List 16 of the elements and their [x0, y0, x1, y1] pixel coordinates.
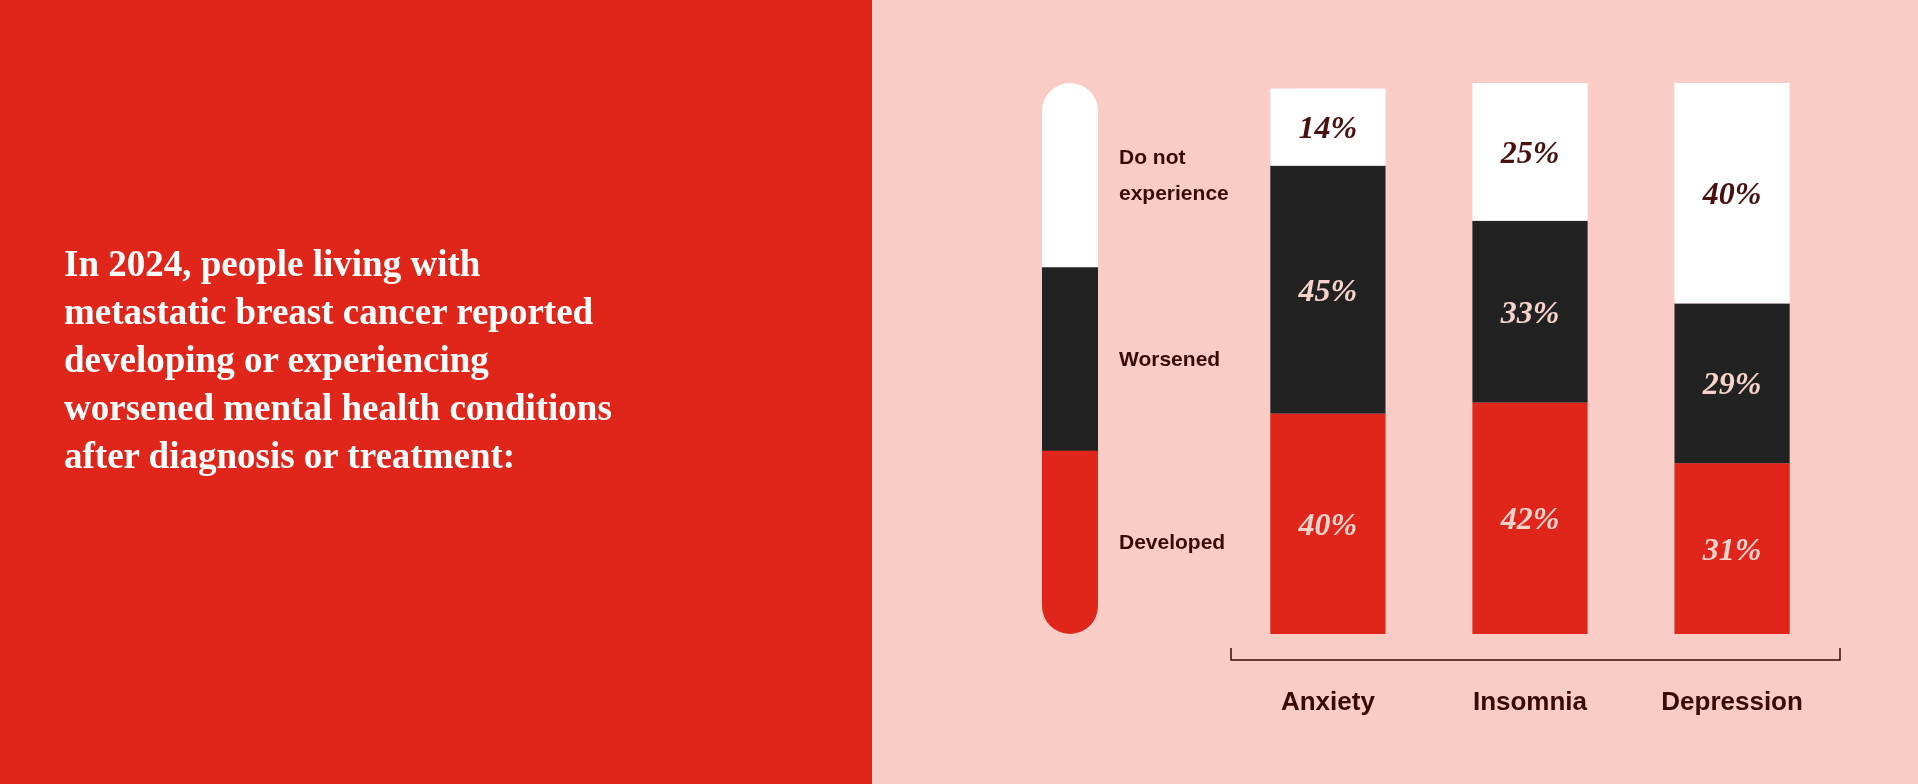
data-label: 29%	[1701, 365, 1762, 402]
data-label: 42%	[1499, 500, 1560, 537]
data-label: 25%	[1499, 133, 1560, 170]
data-label: 40%	[1701, 175, 1762, 212]
text: In 2024, people living with metastatic breast cancer reported developing or experiencing worsened mental health conditions after diagnosis or treatment:	[64, 243, 612, 476]
text: Developed	[1119, 530, 1226, 554]
x-tick-label: Anxiety	[1280, 686, 1376, 716]
x-tick-label: Insomnia	[1472, 686, 1588, 716]
text: Worsened	[1119, 346, 1221, 370]
data-label: 14%	[1298, 109, 1358, 146]
data-label: 33%	[1499, 293, 1560, 330]
data-label: 40%	[1297, 505, 1358, 542]
series-label: Do not experience	[1119, 144, 1229, 204]
x-tick-label: Depression	[1661, 686, 1803, 716]
data-label: 31%	[1701, 530, 1762, 567]
data-label: 45%	[1297, 271, 1358, 308]
